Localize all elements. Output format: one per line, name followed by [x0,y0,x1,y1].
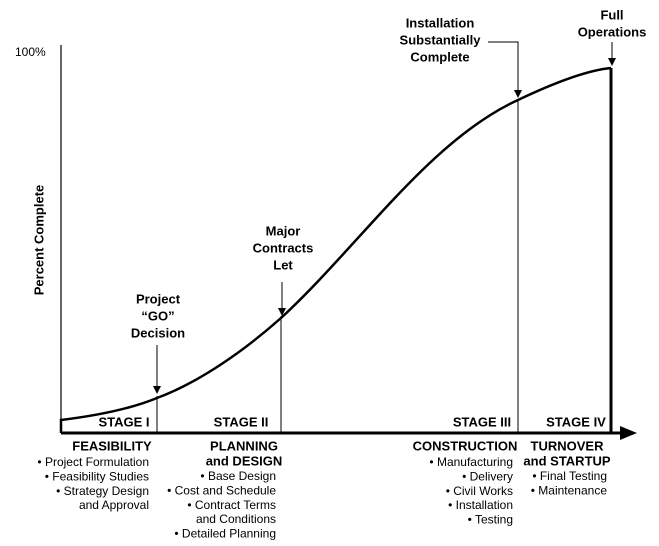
stage-label: STAGE III [453,414,511,429]
annotation: Contracts [253,240,314,255]
x-axis-arrow [620,426,637,440]
phase-item: • Strategy Design [56,484,149,498]
phase-item: • Cost and Schedule [167,483,276,497]
phase-item: • Feasibility Studies [45,469,149,483]
phase-item: • Installation [448,498,513,512]
phase-heading: FEASIBILITY [72,438,152,453]
phase-item: • Delivery [462,469,513,483]
phase-heading: CONSTRUCTION [413,438,518,453]
annotation: Operations [578,24,647,39]
annotation: Let [273,257,293,272]
stage-label: STAGE I [98,414,149,429]
arrow [488,41,522,98]
y-tick: 100% [15,45,46,59]
annotation: Major [266,223,301,238]
phases: FEASIBILITY • Project Formulation• Feasib… [37,438,610,540]
annotation: Substantially [400,32,482,47]
annotation: Decision [131,325,185,340]
phase-heading: PLANNING [210,438,278,453]
phase-item: and Conditions [196,512,276,526]
phase-heading: TURNOVER [531,438,605,453]
annotation: Complete [410,49,469,64]
phase-heading: and STARTUP [523,453,610,468]
phase-item: • Civil Works [446,484,513,498]
annotation: “GO” [141,308,174,323]
annotation: Full [600,7,623,22]
s-curve [59,66,612,433]
stage-label: STAGE II [214,414,269,429]
y-axis-label: Percent Complete [31,185,46,296]
phase-item: • Final Testing [532,469,607,483]
phase-item: and Approval [79,498,149,512]
phase-item: • Contract Terms [187,498,276,512]
phase-item: • Base Design [200,469,276,483]
phase-item: • Maintenance [531,483,608,497]
stage-label: STAGE IV [546,414,606,429]
phase-item: • Testing [468,512,513,526]
phase-item: • Project Formulation [37,455,149,469]
annotation: Project [136,291,181,306]
annotation: Installation [406,15,475,30]
phase-heading: and DESIGN [206,453,283,468]
phase-item: • Manufacturing [429,455,513,469]
phase-item: • Detailed Planning [174,526,276,540]
